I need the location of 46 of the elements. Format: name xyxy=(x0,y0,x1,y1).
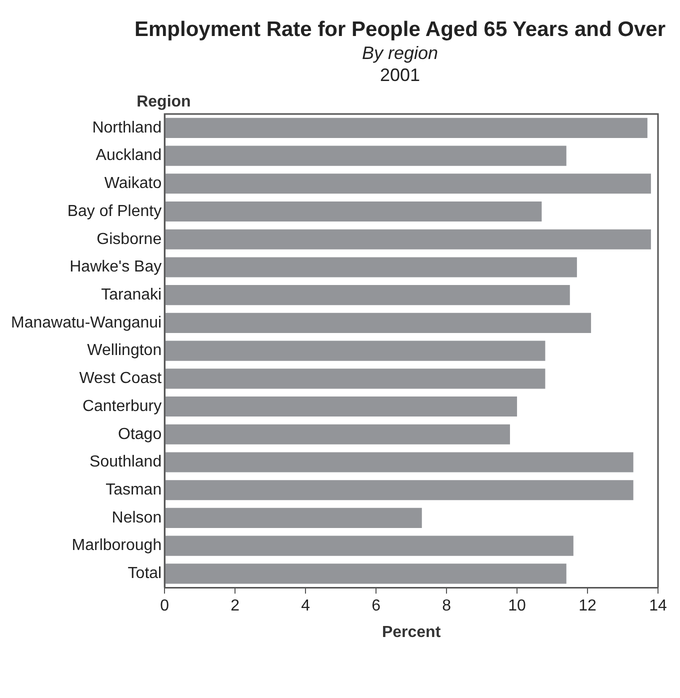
y-tick-label: Bay of Plenty xyxy=(67,202,162,220)
bar xyxy=(165,508,422,528)
x-axis-title: Percent xyxy=(382,624,442,641)
bar xyxy=(165,229,651,250)
y-tick-label: Hawke's Bay xyxy=(70,258,162,276)
bar xyxy=(165,368,546,389)
x-tick-label: 0 xyxy=(160,598,170,615)
bar xyxy=(165,201,542,222)
bar xyxy=(165,424,510,444)
bar xyxy=(165,340,546,361)
y-tick-label: Marlborough xyxy=(72,537,162,554)
y-tick-label: Nelson xyxy=(112,509,162,526)
y-tick-label: Gisborne xyxy=(96,230,162,248)
y-tick-label: Canterbury xyxy=(82,398,162,415)
y-tick-label: Tasman xyxy=(106,482,162,498)
bar xyxy=(165,285,570,306)
bar xyxy=(165,480,634,500)
bar xyxy=(165,452,634,472)
y-tick-label: Total xyxy=(128,565,162,582)
bar xyxy=(165,174,651,194)
bar xyxy=(165,118,648,138)
y-tick-label: Wellington xyxy=(87,342,162,360)
bar xyxy=(165,312,592,333)
y-tick-label: Auckland xyxy=(96,147,162,164)
x-tick-label: 4 xyxy=(301,598,310,615)
x-tick-label: 6 xyxy=(372,598,381,615)
bar xyxy=(165,564,566,584)
y-tick-label: Otago xyxy=(118,426,162,443)
y-tick-label: West Coast xyxy=(79,370,162,388)
x-tick-label: 10 xyxy=(508,598,526,615)
y-tick-label: Manawatu-Wanganui xyxy=(10,314,162,332)
x-tick-label: 8 xyxy=(442,598,452,615)
y-tick-label: Northland xyxy=(92,119,162,136)
y-tick-label: Southland xyxy=(90,454,162,471)
bar xyxy=(165,257,577,278)
chart-subtitle: By region 2001 xyxy=(360,42,440,86)
chart-title: Employment Rate for People Aged 65 Years and Over xyxy=(133,18,667,42)
bar xyxy=(165,146,566,166)
y-axis-title: Region xyxy=(136,93,191,110)
bar xyxy=(165,396,518,417)
x-tick-label: 2 xyxy=(230,598,240,615)
x-tick-label: 12 xyxy=(578,598,597,615)
bar xyxy=(165,536,574,556)
y-tick-label: Taranaki xyxy=(101,286,162,304)
y-tick-label: Waikato xyxy=(104,175,162,192)
x-tick-label: 14 xyxy=(649,598,667,615)
